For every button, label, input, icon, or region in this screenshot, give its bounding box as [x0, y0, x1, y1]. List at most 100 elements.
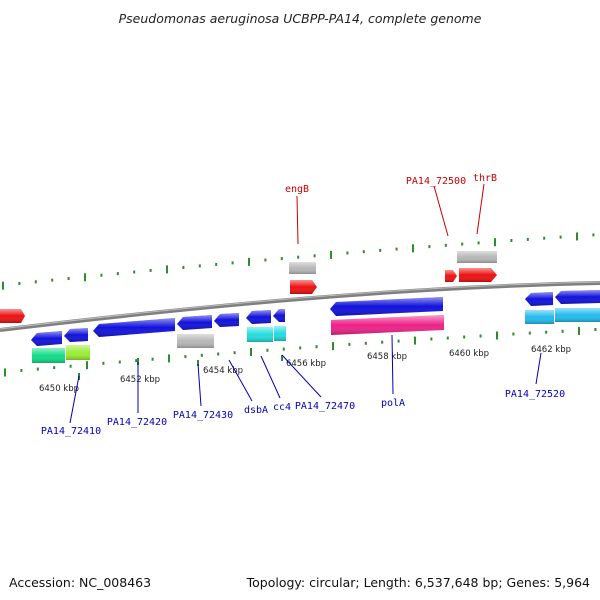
strand-tick [528, 331, 531, 335]
strand-tick [332, 342, 334, 351]
kbp-label: 6450 kbp [39, 384, 79, 394]
gene-label-thrB[interactable]: thrB [473, 173, 497, 184]
strand-tick [151, 357, 154, 361]
strand-tick [313, 254, 316, 258]
strand-tick [362, 250, 365, 254]
reverse-gene-labels: PA14_72410 PA14_72420 PA14_72430 dsbA cc… [41, 334, 565, 437]
strand-tick [34, 280, 37, 284]
strand-tick [594, 328, 597, 331]
genome-backbone [0, 281, 600, 332]
strand-tick [379, 248, 382, 252]
strand-tick [397, 339, 400, 343]
strand-tick [430, 337, 433, 341]
topology-label: Topology: circular; Length: 6,537,648 bp… [246, 575, 590, 590]
strand-tick [20, 369, 23, 372]
strand-tick [330, 250, 332, 259]
strand-tick [461, 242, 464, 246]
strand-tick [282, 347, 285, 351]
strand-tick [428, 245, 431, 249]
strand-tick [248, 257, 250, 266]
strand-tick [576, 232, 578, 241]
strand-tick [364, 341, 367, 345]
strand-tick [543, 236, 546, 240]
strand-tick [215, 262, 218, 266]
kbp-axis-labels: 6450 kbp 6452 kbp 6454 kbp 6456 kbp 6458… [39, 345, 571, 394]
accession-label: Accession: NC_008463 [9, 575, 151, 590]
forward-strand-ticks [2, 232, 595, 290]
gene-label-PA14_72520[interactable]: PA14_72520 [505, 389, 565, 400]
map-title: Pseudomonas aeruginosa UCBPP-PA14, compl… [119, 11, 482, 26]
strand-tick [217, 352, 220, 356]
strand-tick [116, 272, 119, 276]
strand-tick [231, 261, 234, 265]
strand-tick [53, 366, 56, 370]
forward-genes [0, 251, 497, 323]
strand-tick [477, 241, 480, 245]
strand-tick [200, 353, 203, 357]
gene-label-dsbA[interactable]: dsbA [244, 405, 268, 416]
gene-label-polA[interactable]: polA [381, 398, 405, 409]
strand-tick [510, 239, 513, 242]
kbp-label: 6458 kbp [367, 352, 407, 362]
strand-tick [2, 281, 4, 290]
strand-tick [315, 345, 318, 349]
strand-tick [84, 273, 86, 282]
kbp-label: 6454 kbp [203, 366, 243, 376]
kbp-label: 6460 kbp [449, 349, 489, 359]
strand-tick [446, 336, 449, 340]
strand-tick [395, 247, 398, 251]
gene-label-PA14_72500[interactable]: PA14_72500 [406, 176, 466, 187]
strand-tick [280, 257, 283, 261]
strand-tick [102, 361, 105, 365]
gene-label-PA14_72420[interactable]: PA14_72420 [107, 417, 167, 428]
strand-tick [86, 361, 88, 370]
gene-label-cc4[interactable]: cc4 [273, 402, 291, 413]
strand-tick [526, 237, 529, 241]
strand-tick [198, 264, 201, 268]
strand-tick [184, 355, 187, 359]
strand-tick [479, 334, 482, 338]
gene-label-PA14_72410[interactable]: PA14_72410 [41, 426, 101, 437]
strand-tick [118, 360, 121, 364]
strand-tick [18, 282, 21, 285]
strand-tick [100, 273, 103, 277]
strand-tick [592, 233, 595, 237]
reverse-strand-ticks [4, 326, 597, 377]
reverse-genes [31, 290, 600, 363]
gene-label-PA14_72430[interactable]: PA14_72430 [173, 410, 233, 421]
strand-tick [381, 340, 384, 344]
strand-tick [444, 243, 447, 247]
strand-tick [346, 251, 349, 255]
strand-tick [36, 367, 39, 371]
strand-tick [4, 368, 6, 377]
strand-tick [412, 244, 414, 253]
strand-tick [559, 235, 562, 239]
strand-tick [133, 270, 136, 274]
strand-tick [168, 354, 170, 363]
strand-tick [166, 265, 168, 274]
gene-label-PA14_72470[interactable]: PA14_72470 [295, 401, 355, 412]
forward-gene-labels: engB PA14_72500 thrB [285, 173, 497, 245]
strand-tick [135, 359, 138, 363]
strand-tick [561, 329, 564, 333]
strand-tick [545, 330, 548, 334]
strand-tick [463, 335, 466, 339]
kbp-label: 6456 kbp [286, 359, 326, 369]
strand-tick [182, 265, 185, 269]
strand-tick [264, 258, 267, 262]
strand-tick [233, 351, 236, 355]
kbp-label: 6462 kbp [531, 345, 571, 355]
gene-label-engB[interactable]: engB [285, 184, 309, 195]
strand-tick [266, 348, 269, 352]
strand-tick [51, 278, 54, 282]
strand-tick [496, 331, 498, 340]
strand-tick [299, 346, 302, 350]
strand-tick [512, 332, 515, 336]
strand-tick [297, 255, 300, 259]
strand-tick [149, 268, 152, 272]
strand-tick [67, 277, 70, 280]
strand-tick [348, 342, 351, 346]
strand-tick [69, 364, 72, 368]
strand-tick [250, 348, 252, 356]
